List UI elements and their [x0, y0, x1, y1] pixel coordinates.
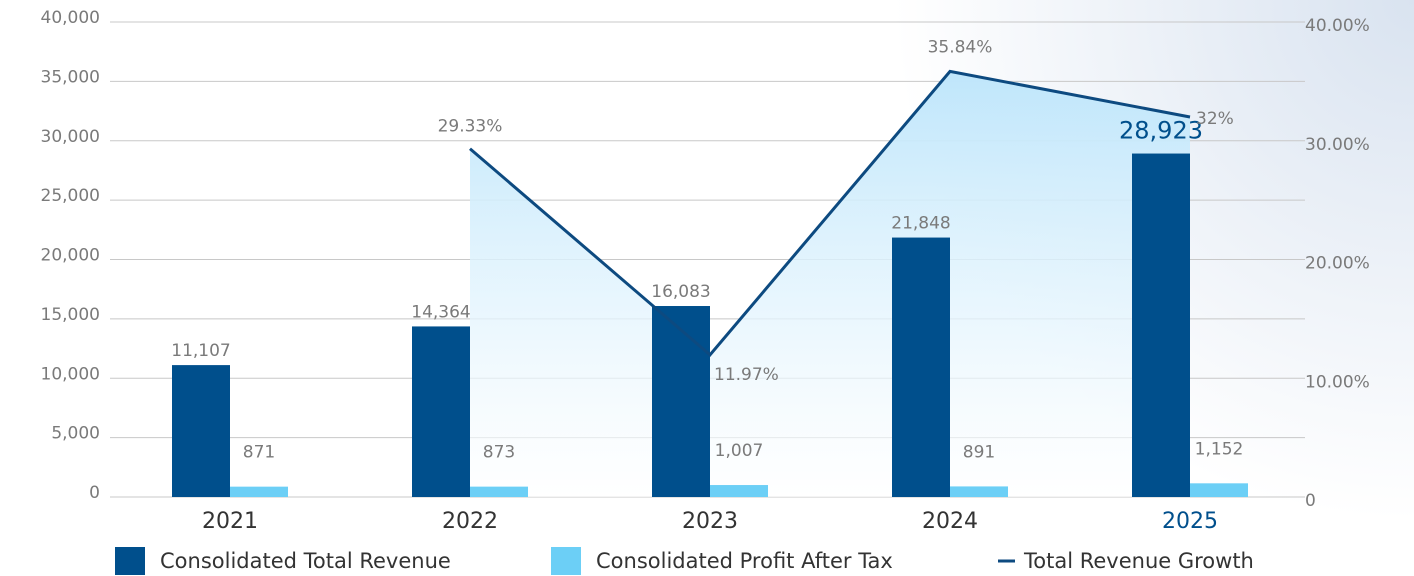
- legend-label: Total Revenue Growth: [1023, 549, 1254, 573]
- growth-line: [469, 69, 1191, 357]
- y2-tick-label: 20.00%: [1305, 254, 1370, 274]
- y2-tick-label: 30.00%: [1305, 135, 1370, 155]
- bar: [710, 485, 768, 497]
- growth-label: 35.84%: [928, 37, 993, 57]
- growth-label: 11.97%: [714, 365, 779, 385]
- value-label: 28,923: [1119, 117, 1203, 145]
- y-tick-label: 0: [89, 483, 100, 503]
- y-tick-label: 30,000: [41, 127, 100, 147]
- value-label: 16,083: [651, 282, 710, 302]
- bar: [1132, 153, 1190, 497]
- value-label: 871: [243, 443, 275, 463]
- x-tick-label: 2023: [682, 509, 738, 534]
- bar: [892, 237, 950, 497]
- value-label: 1,007: [715, 441, 764, 461]
- value-label: 11,107: [171, 341, 230, 361]
- bar: [950, 486, 1008, 497]
- legend-label: Consolidated Profit After Tax: [596, 549, 893, 573]
- x-tick-label: 2022: [442, 509, 498, 534]
- value-label: 1,152: [1195, 439, 1244, 459]
- legend-swatch: [551, 547, 581, 575]
- legend-swatch: [115, 547, 145, 575]
- y-tick-label: 35,000: [41, 67, 100, 87]
- y-tick-label: 5,000: [51, 424, 100, 444]
- bar: [172, 365, 230, 497]
- value-label: 14,364: [411, 302, 470, 322]
- legend-label: Consolidated Total Revenue: [160, 549, 451, 573]
- growth-area: [470, 71, 1190, 498]
- y-tick-label: 20,000: [41, 246, 100, 266]
- y-tick-label: 15,000: [41, 305, 100, 325]
- growth-label: 32%: [1196, 109, 1234, 129]
- x-tick-label: 2025: [1162, 509, 1218, 534]
- y-tick-label: 40,000: [41, 8, 100, 28]
- x-tick-label: 2021: [202, 509, 258, 534]
- y2-tick-label: 10.00%: [1305, 372, 1370, 392]
- value-label: 891: [963, 442, 995, 462]
- x-tick-label: 2024: [922, 509, 978, 534]
- bar: [1190, 483, 1248, 497]
- bar: [230, 486, 288, 497]
- y-tick-label: 25,000: [41, 186, 100, 206]
- bar: [652, 306, 710, 497]
- value-label: 21,848: [891, 214, 950, 234]
- y-tick-label: 10,000: [41, 364, 100, 384]
- y2-tick-label: 0: [1305, 491, 1316, 511]
- bar: [470, 486, 528, 497]
- bar: [412, 326, 470, 497]
- growth-label: 29.33%: [438, 117, 503, 137]
- value-label: 873: [483, 443, 515, 463]
- y2-tick-label: 40.00%: [1305, 16, 1370, 36]
